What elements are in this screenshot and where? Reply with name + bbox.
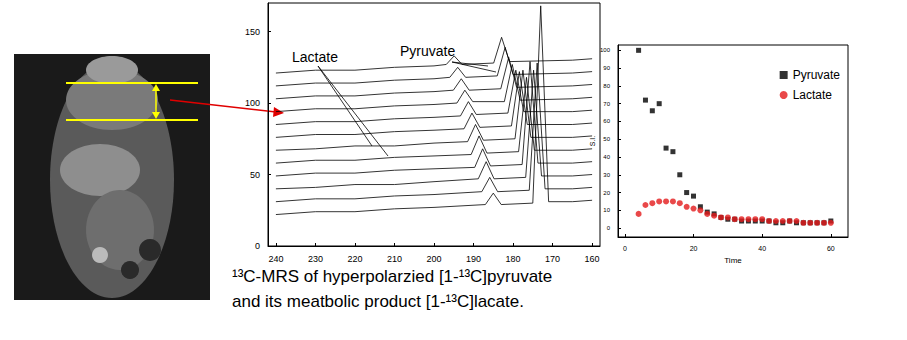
svg-text:and its meatbolic product [1-¹: and its meatbolic product [1-¹³C]lacate. <box>232 292 524 311</box>
svg-text:40: 40 <box>603 154 610 160</box>
svg-text:10: 10 <box>603 207 610 213</box>
svg-text:Pyruvate: Pyruvate <box>400 43 455 59</box>
svg-text:100: 100 <box>245 98 260 108</box>
svg-text:230: 230 <box>308 254 323 264</box>
svg-text:50: 50 <box>250 170 260 180</box>
svg-text:0: 0 <box>607 225 611 231</box>
svg-text:20: 20 <box>690 245 698 252</box>
svg-text:200: 200 <box>426 254 441 264</box>
svg-text:Lactate: Lactate <box>793 88 833 102</box>
svg-text:20: 20 <box>603 190 610 196</box>
svg-text:40: 40 <box>758 245 766 252</box>
svg-text:100: 100 <box>600 47 611 53</box>
svg-text:¹³C-MRS of hyperpolarzied [1-¹: ¹³C-MRS of hyperpolarzied [1-¹³C]pyruvat… <box>232 267 552 286</box>
svg-text:Lactate: Lactate <box>292 49 338 65</box>
svg-text:170: 170 <box>545 254 560 264</box>
svg-text:160: 160 <box>585 254 600 264</box>
svg-text:80: 80 <box>603 83 610 89</box>
svg-text:S.I.: S.I. <box>589 136 596 147</box>
svg-text:30: 30 <box>603 172 610 178</box>
svg-text:Time: Time <box>724 256 742 265</box>
svg-text:210: 210 <box>387 254 402 264</box>
svg-text:Pyruvate: Pyruvate <box>793 68 841 82</box>
svg-text:70: 70 <box>603 101 610 107</box>
svg-text:180: 180 <box>506 254 521 264</box>
svg-text:90: 90 <box>603 65 610 71</box>
svg-text:0: 0 <box>255 241 260 251</box>
svg-text:60: 60 <box>603 118 610 124</box>
svg-text:190: 190 <box>466 254 481 264</box>
svg-text:240: 240 <box>268 254 283 264</box>
svg-text:0: 0 <box>623 245 627 252</box>
svg-text:50: 50 <box>603 136 610 142</box>
svg-text:60: 60 <box>827 245 835 252</box>
svg-text:220: 220 <box>347 254 362 264</box>
svg-text:150: 150 <box>245 27 260 37</box>
